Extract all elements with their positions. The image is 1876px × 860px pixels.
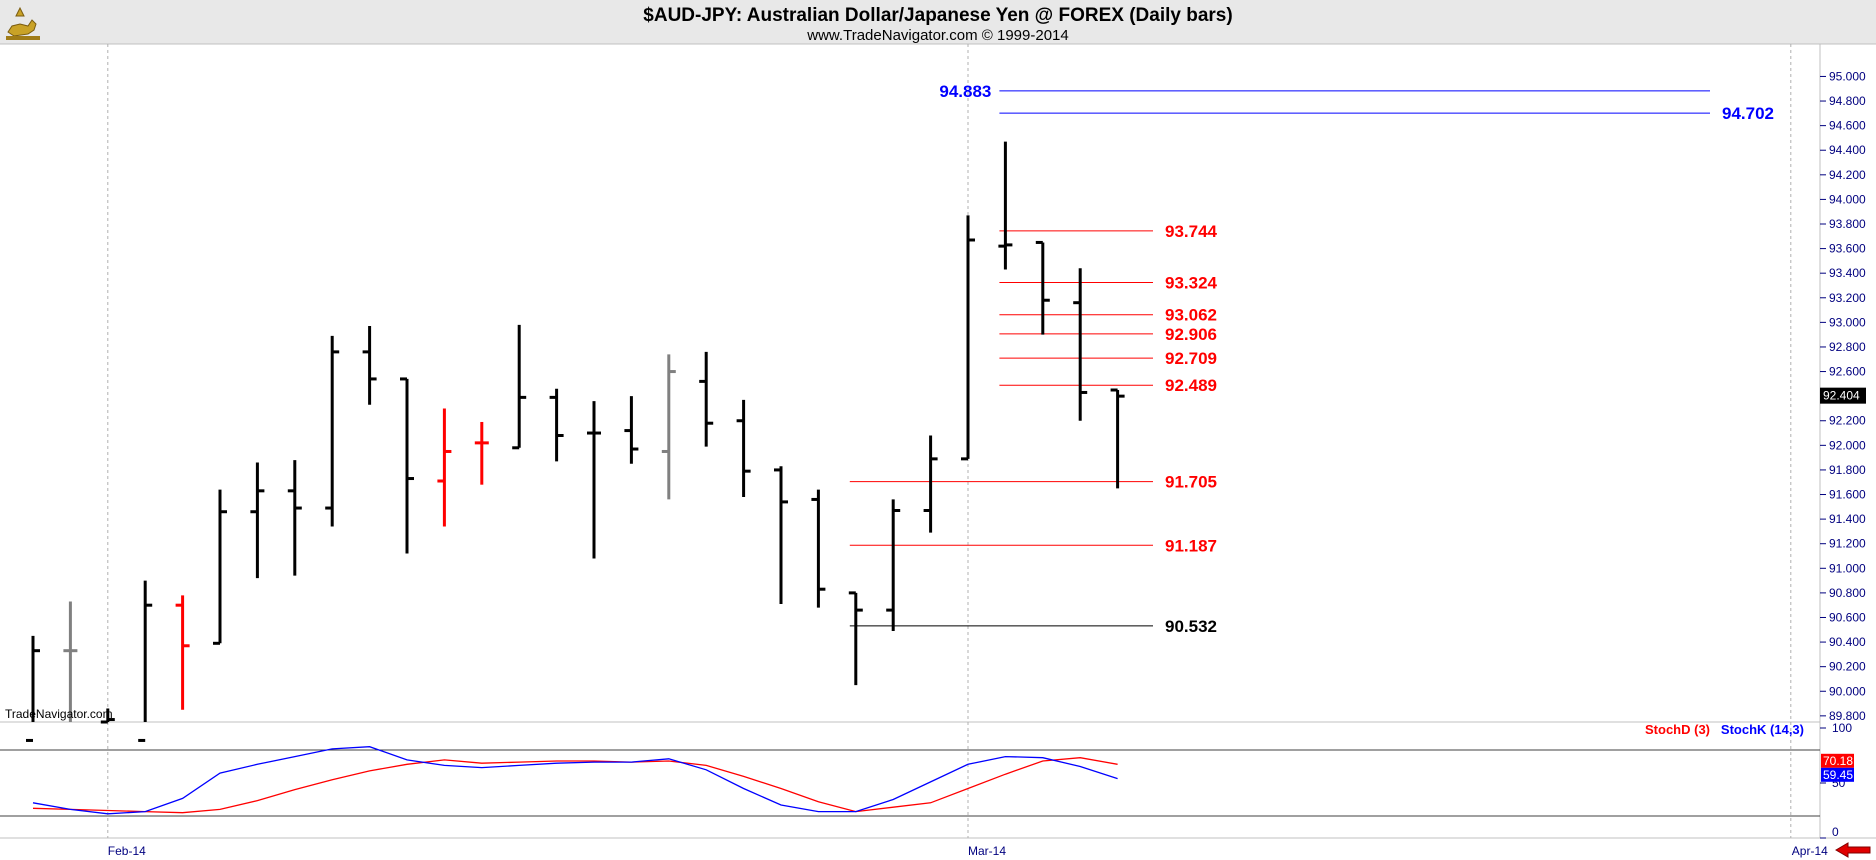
price-tick-label: 93.000	[1829, 315, 1866, 329]
stoch-last-values: 70.18 59.45	[1821, 753, 1854, 782]
x-tick-label: Feb-14	[108, 844, 146, 858]
ohlc-bar	[100, 708, 115, 724]
stoch-tick-label: 0	[1832, 825, 1839, 839]
price-tick-label: 94.600	[1829, 119, 1866, 133]
price-tick-label: 91.000	[1829, 561, 1866, 575]
price-tick-label: 90.400	[1829, 635, 1866, 649]
price-tick-label: 92.600	[1829, 365, 1866, 379]
price-level-label: 92.709	[1165, 349, 1217, 368]
ohlc-bar	[1073, 268, 1088, 421]
legend-stoch-k: StochK (14,3)	[1721, 722, 1804, 737]
ohlc-bar	[923, 435, 938, 533]
price-level-label: 94.702	[1722, 104, 1774, 123]
stoch-tick-label: 100	[1832, 721, 1852, 735]
ohlc-bar	[587, 401, 601, 559]
ohlc-bar	[661, 354, 676, 500]
stoch-series-line	[32, 746, 1118, 815]
price-level-label: 93.324	[1165, 274, 1218, 293]
price-tick-label: 93.400	[1829, 266, 1866, 280]
price-tick-label: 91.400	[1829, 512, 1866, 526]
price-tick-label: 94.000	[1829, 192, 1866, 206]
price-tick-label: 90.000	[1829, 684, 1866, 698]
price-tick-label: 91.600	[1829, 488, 1866, 502]
last-price-value: 92.404	[1823, 389, 1860, 403]
price-level-label: 93.744	[1165, 222, 1218, 241]
price-tick-label: 92.000	[1829, 438, 1866, 452]
watermark: TradeNavigator.com	[5, 707, 113, 721]
price-tick-label: 90.800	[1829, 586, 1866, 600]
ohlc-bar	[325, 335, 340, 527]
last-price-tag: 92.404	[1820, 387, 1866, 404]
price-tick-label: 93.200	[1829, 291, 1866, 305]
ohlc-bar	[400, 377, 414, 554]
price-tick-label: 95.000	[1829, 69, 1866, 83]
ohlc-bar	[250, 462, 265, 579]
ohlc-bar	[811, 489, 826, 608]
ohlc-bar	[287, 460, 302, 576]
ohlc-bar	[699, 351, 714, 447]
price-tick-label: 92.800	[1829, 340, 1866, 354]
ohlc-bar	[362, 326, 377, 405]
stoch-k-last-value: 59.45	[1823, 768, 1853, 782]
price-level-label: 94.883	[939, 82, 991, 101]
ohlc-bar	[63, 601, 78, 722]
price-tick-label: 93.600	[1829, 242, 1866, 256]
legend-stoch-d: StochD (3)	[1645, 722, 1710, 737]
price-tick-label: 91.200	[1829, 537, 1866, 551]
price-tick-label: 91.800	[1829, 463, 1866, 477]
ohlc-bar	[774, 466, 788, 604]
ohlc-bar	[26, 635, 40, 742]
vertical-gridlines	[107, 44, 1792, 838]
price-level-label: 91.705	[1165, 473, 1217, 492]
price-tick-label: 94.400	[1829, 143, 1866, 157]
x-tick-label: Apr-14	[1792, 844, 1828, 858]
ohlc-bar	[1035, 240, 1050, 335]
ohlc-bar	[175, 595, 190, 710]
price-tick-label: 90.200	[1829, 660, 1866, 674]
x-axis: Feb-14 Mar-14 Apr-14	[108, 844, 1828, 858]
left-arrow-icon[interactable]	[1835, 842, 1871, 858]
ohlc-bar	[961, 215, 975, 461]
price-tick-label: 89.800	[1829, 709, 1866, 723]
price-level-label: 92.906	[1165, 325, 1217, 344]
ohlc-bar	[736, 399, 751, 497]
price-level-label: 92.489	[1165, 376, 1217, 395]
price-tick-label: 93.800	[1829, 217, 1866, 231]
ohlc-bar	[437, 408, 452, 527]
price-level-label: 90.532	[1165, 617, 1217, 636]
ohlc-bar	[474, 421, 489, 485]
stoch-series-line	[32, 757, 1118, 814]
x-tick-label: Mar-14	[968, 844, 1006, 858]
header-background	[0, 0, 1876, 44]
bull-market-logo-icon	[6, 6, 40, 40]
price-level-label: 91.187	[1165, 536, 1217, 555]
ohlc-bar	[549, 388, 564, 462]
ohlc-bar	[213, 489, 227, 645]
price-tick-label: 90.600	[1829, 610, 1866, 624]
price-level-label: 93.062	[1165, 306, 1217, 325]
price-bars	[26, 141, 1125, 742]
price-tick-label: 92.200	[1829, 414, 1866, 428]
ohlc-bar	[512, 324, 527, 450]
ohlc-bar	[1110, 388, 1125, 489]
price-tick-label: 94.200	[1829, 168, 1866, 182]
ohlc-bar	[138, 580, 153, 742]
ohlc-bar	[848, 591, 863, 686]
chart-subtitle: www.TradeNavigator.com © 1999-2014	[806, 27, 1068, 44]
price-tick-label: 94.800	[1829, 94, 1866, 108]
ohlc-bar	[886, 499, 901, 632]
chart-title: $AUD-JPY: Australian Dollar/Japanese Yen…	[643, 5, 1232, 26]
ohlc-bar	[998, 141, 1013, 270]
ohlc-bar	[624, 396, 639, 464]
stoch-d-last-value: 70.18	[1823, 754, 1853, 768]
